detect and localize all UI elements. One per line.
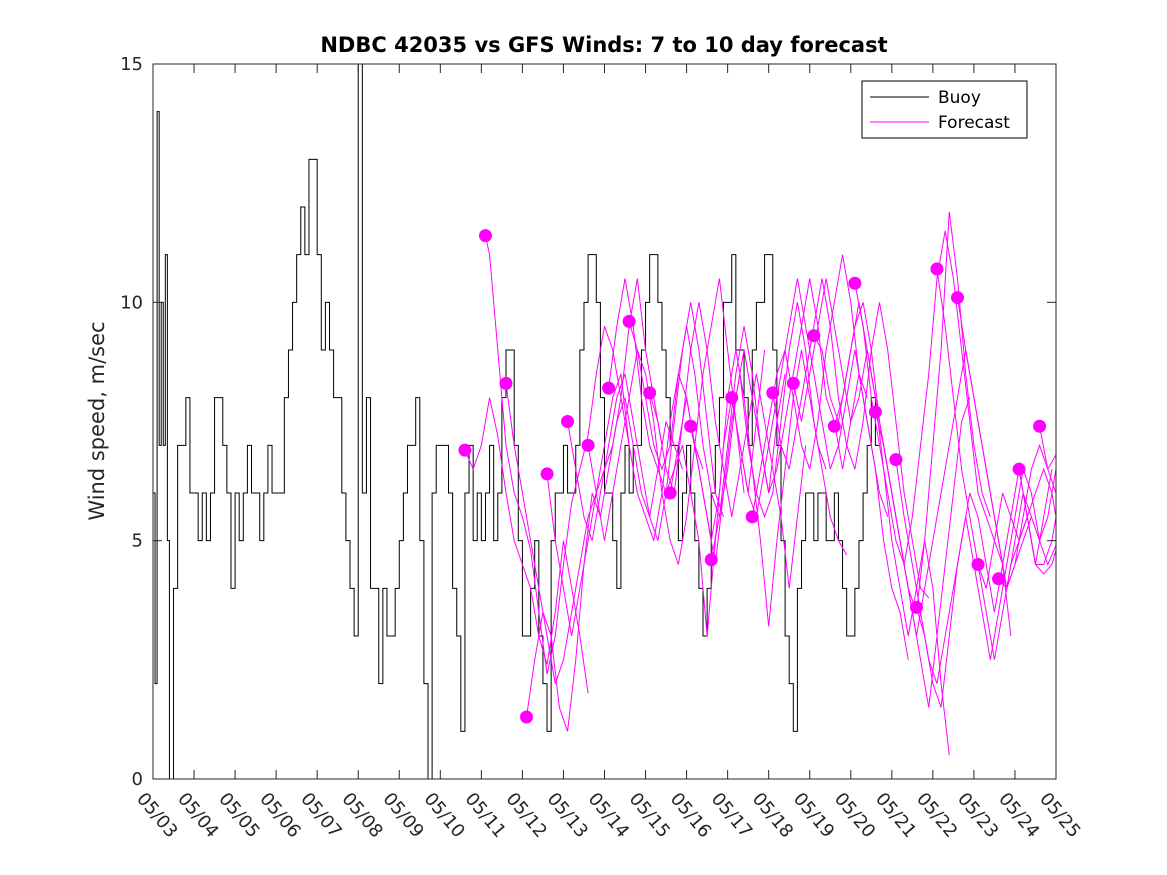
forecast-series-line-6	[587, 278, 745, 565]
forecast-start-marker-18	[827, 419, 841, 433]
forecast-series-line-15	[772, 278, 930, 599]
forecast-start-marker-3	[520, 710, 534, 724]
forecast-series-line-1	[484, 235, 630, 675]
forecast-start-marker-15	[766, 386, 780, 400]
forecast-series-line-9	[649, 302, 807, 589]
forecast-start-marker-19	[848, 276, 862, 290]
forecast-series-line-3	[526, 397, 683, 732]
y-axis-label: Wind speed, m/sec	[85, 321, 109, 520]
forecast-series-line-23	[936, 268, 1057, 589]
forecast-series-line-26	[998, 469, 1057, 590]
forecast-series-line-19	[854, 230, 1012, 637]
buoy-series-line	[153, 63, 880, 780]
forecast-start-marker-10	[663, 486, 677, 500]
plot-area: 05101505/0305/0405/0505/0605/0705/0805/0…	[120, 54, 1085, 842]
forecast-start-marker-7	[602, 381, 616, 395]
forecast-series-line-27	[1018, 469, 1057, 575]
forecast-series-line-25	[977, 516, 1057, 660]
y-tick-label-2: 10	[120, 292, 143, 313]
forecast-start-marker-8	[622, 314, 636, 328]
forecast-start-marker-28	[1033, 419, 1047, 433]
forecast-series-line-5	[567, 302, 725, 541]
forecast-series-line-28	[1039, 426, 1057, 494]
forecast-start-marker-24	[950, 291, 964, 305]
forecast-start-marker-13	[725, 391, 739, 405]
chart-title: NDBC 42035 vs GFS Winds: 7 to 10 day for…	[320, 33, 887, 57]
forecast-series-line-12	[710, 278, 868, 560]
forecast-start-marker-27	[1012, 462, 1026, 476]
legend-box	[861, 80, 1028, 139]
forecast-start-marker-6	[581, 438, 595, 452]
forecast-start-marker-14	[745, 510, 759, 524]
forecast-start-marker-1	[478, 229, 492, 243]
forecast-series-line-2	[505, 278, 663, 684]
forecast-start-marker-22	[909, 600, 923, 614]
forecast-start-marker-2	[499, 376, 513, 390]
forecast-start-marker-12	[704, 553, 718, 567]
y-tick-label-0: 0	[132, 769, 143, 790]
forecast-start-marker-17	[807, 329, 821, 343]
y-tick-label-1: 5	[132, 531, 143, 552]
legend: Buoy Forecast	[861, 80, 1028, 139]
forecast-start-marker-9	[643, 386, 657, 400]
legend-label-buoy: Buoy	[938, 88, 981, 108]
y-tick-label-3: 15	[120, 54, 143, 75]
forecast-start-marker-11	[684, 419, 698, 433]
forecast-series-line-11	[690, 302, 848, 565]
forecast-start-marker-5	[561, 415, 575, 428]
forecast-start-marker-21	[889, 453, 903, 467]
legend-label-forecast: Forecast	[938, 113, 1010, 133]
forecast-start-marker-25	[971, 558, 985, 571]
forecast-start-marker-0	[458, 443, 472, 457]
forecast-start-marker-26	[992, 572, 1006, 586]
forecast-start-marker-23	[930, 262, 944, 276]
forecast-series-line-0	[464, 397, 589, 694]
forecast-start-marker-4	[540, 467, 554, 481]
forecast-start-marker-16	[786, 376, 800, 390]
forecast-start-marker-20	[868, 405, 882, 419]
